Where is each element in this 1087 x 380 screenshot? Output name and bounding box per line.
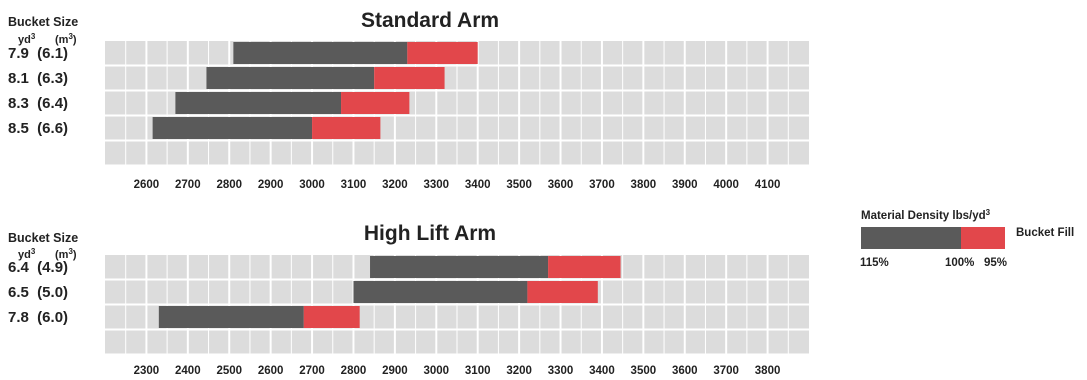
unit-m-text: (m <box>55 249 69 261</box>
bar-segment-115-100 <box>152 117 313 139</box>
unit-yd-text: yd <box>18 34 31 46</box>
legend-title-text: Material Density lbs/yd <box>861 210 986 222</box>
x-tick-label: 3700 <box>713 365 739 375</box>
unit-m: (m3) <box>55 32 77 46</box>
unit-m-close: ) <box>73 34 77 46</box>
unit-yd: yd3 <box>18 247 36 261</box>
bar-segment-115-100 <box>158 306 304 328</box>
row-label: 8.1 (6.3) <box>8 70 68 87</box>
x-tick-label: 2700 <box>175 179 201 191</box>
legend-title-sup: 3 <box>986 208 991 217</box>
legend-swatch-115-100 <box>861 227 961 249</box>
unit-m-text: (m <box>55 34 69 46</box>
unit-yd-text: yd <box>18 249 31 261</box>
x-tick-label: 2400 <box>175 365 201 375</box>
unit-yd: yd3 <box>18 32 36 46</box>
bar-segment-115-100 <box>353 281 528 303</box>
legend-100-label: 100% <box>945 257 974 269</box>
chart-standard-arm: Standard Arm Bucket Size yd3 (m3) 7.9 (6… <box>8 9 809 191</box>
bar-segment-115-100 <box>370 256 549 278</box>
bar-segment-115-100 <box>233 42 408 64</box>
bars <box>158 256 621 328</box>
x-tick-label: 3500 <box>631 365 657 375</box>
x-tick-label: 2300 <box>134 365 160 375</box>
unit-m: (m3) <box>55 247 77 261</box>
bar-segment-115-100 <box>206 67 375 89</box>
x-tick-label: 3400 <box>589 365 615 375</box>
x-tick-label: 3800 <box>755 365 781 375</box>
unit-yd-sup: 3 <box>31 247 36 256</box>
unit-m-sup: 3 <box>68 247 73 256</box>
x-tick-label: 3600 <box>672 365 698 375</box>
x-tick-label: 4100 <box>755 179 781 191</box>
x-tick-label: 3300 <box>548 365 574 375</box>
legend-bucket-fill-label: Bucket Fill <box>1016 227 1074 239</box>
legend: Material Density lbs/yd3 Bucket Fill 115… <box>860 208 1074 269</box>
x-tick-label: 3400 <box>465 179 491 191</box>
x-tick-label: 3500 <box>506 179 532 191</box>
row-label: 7.9 (6.1) <box>8 45 68 62</box>
chart-title: Standard Arm <box>361 9 499 32</box>
row-label: 7.8 (6.0) <box>8 309 68 326</box>
bar-segment-100-95 <box>527 281 598 303</box>
bucket-size-label: Bucket Size <box>8 15 78 29</box>
bar-segment-100-95 <box>374 67 445 89</box>
x-tick-label: 2800 <box>341 365 367 375</box>
x-tick-label: 2900 <box>382 365 408 375</box>
bar-segment-115-100 <box>175 92 342 114</box>
unit-m-close: ) <box>73 249 77 261</box>
x-tick-label: 2500 <box>216 365 242 375</box>
chart-title: High Lift Arm <box>364 222 496 245</box>
bar-segment-100-95 <box>407 42 478 64</box>
bar-segment-100-95 <box>548 256 621 278</box>
legend-115-label: 115% <box>860 257 889 269</box>
x-tick-label: 3000 <box>299 179 325 191</box>
row-label: 6.4 (4.9) <box>8 259 68 276</box>
x-tick-label: 2900 <box>258 179 284 191</box>
row-label: 8.3 (6.4) <box>8 95 68 112</box>
x-tick-label: 2700 <box>299 365 325 375</box>
chart-high-lift-arm: High Lift Arm Bucket Size yd3 (m3) 6.4 (… <box>8 222 809 377</box>
unit-yd-sup: 3 <box>31 32 36 41</box>
legend-title: Material Density lbs/yd3 <box>861 208 991 222</box>
x-tick-label: 2600 <box>134 179 160 191</box>
row-labels: 6.4 (4.9) 6.5 (5.0) 7.8 (6.0) <box>8 259 68 326</box>
x-tick-label: 3700 <box>589 179 615 191</box>
legend-95-label: 95% <box>984 257 1007 269</box>
bar-segment-100-95 <box>312 117 381 139</box>
x-tick-label: 3300 <box>423 179 449 191</box>
x-tick-labels: 2300 2400 2500 2600 2700 2800 2900 3000 3100 3200… <box>134 365 781 377</box>
legend-swatch-100-95 <box>961 227 1005 249</box>
row-label: 8.5 (6.6) <box>8 120 68 137</box>
bars <box>152 42 478 139</box>
x-tick-label: 3600 <box>548 179 574 191</box>
row-label: 6.5 (5.0) <box>8 284 68 301</box>
bar-segment-100-95 <box>341 92 410 114</box>
x-tick-label: 2800 <box>216 179 242 191</box>
bar-segment-100-95 <box>303 306 360 328</box>
unit-m-sup: 3 <box>68 32 73 41</box>
x-tick-label: 3000 <box>423 365 449 375</box>
x-tick-labels: 2600 2700 2800 2900 3000 3100 3200 3300 3400 3500… <box>134 179 781 191</box>
row-labels: 7.9 (6.1) 8.1 (6.3) 8.3 (6.4) 8.5 (6.6) <box>8 45 68 137</box>
x-tick-label: 4000 <box>713 179 739 191</box>
x-tick-label: 3100 <box>465 365 491 375</box>
x-tick-label: 3200 <box>382 179 408 191</box>
x-tick-label: 3100 <box>341 179 367 191</box>
bucket-size-label: Bucket Size <box>8 231 78 245</box>
x-tick-label: 2600 <box>258 365 284 375</box>
x-tick-label: 3200 <box>506 365 532 375</box>
x-tick-label: 3900 <box>672 179 698 191</box>
x-tick-label: 3800 <box>631 179 657 191</box>
